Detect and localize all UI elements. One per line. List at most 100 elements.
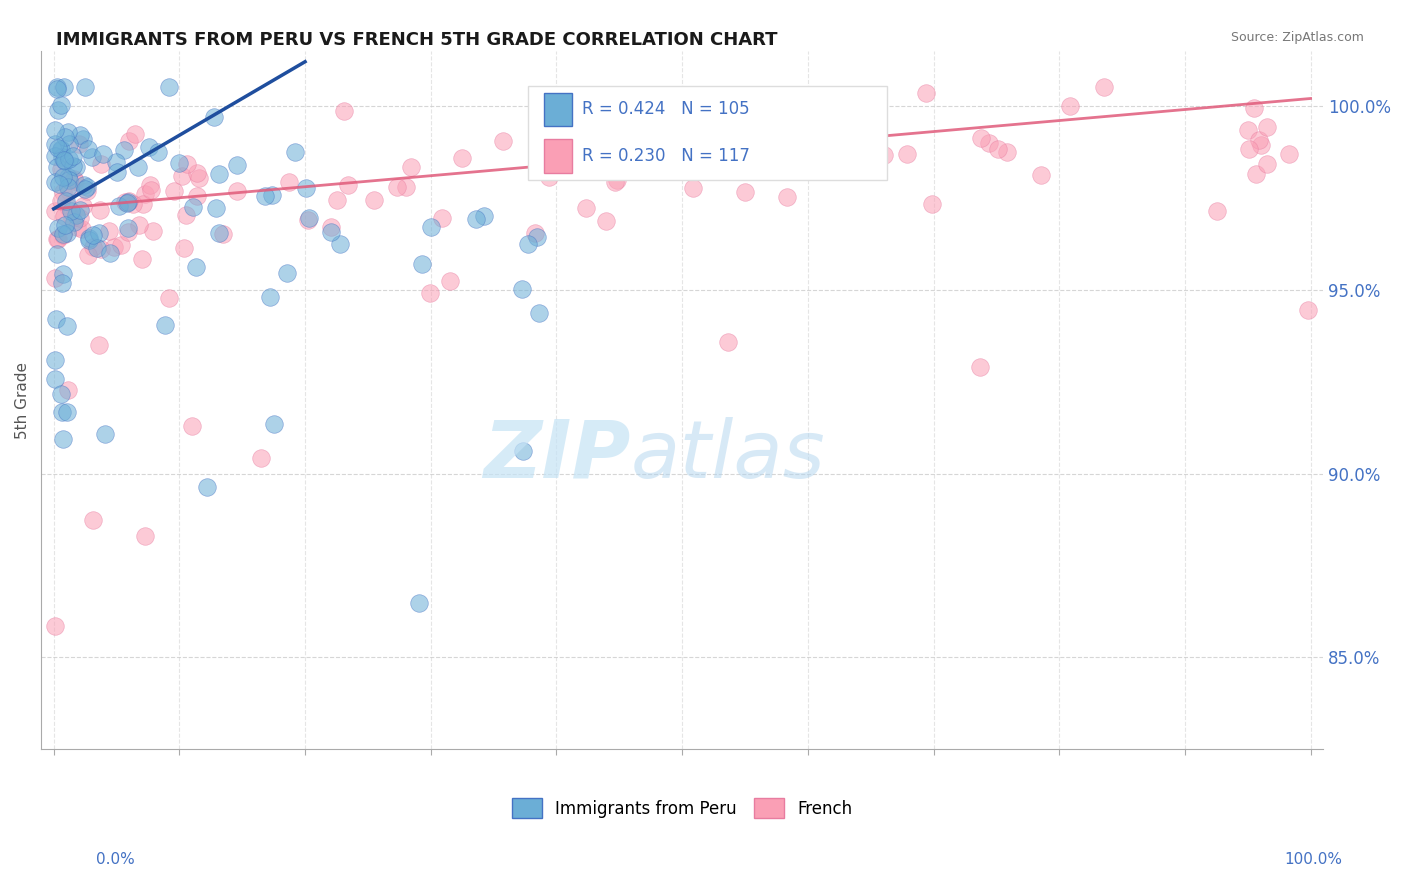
French — [740, 159, 762, 173]
Text: 100.0%: 100.0% — [1285, 852, 1343, 867]
Immigrants from Peru — [46, 160, 69, 174]
Immigrants from Peru — [181, 201, 204, 215]
Immigrants from Peru — [329, 236, 352, 251]
Immigrants from Peru — [77, 233, 100, 247]
Immigrants from Peru — [86, 241, 108, 255]
Immigrants from Peru — [82, 150, 104, 164]
French — [163, 185, 186, 199]
French — [1059, 99, 1081, 113]
Immigrants from Peru — [259, 289, 281, 303]
Immigrants from Peru — [44, 137, 66, 152]
Immigrants from Peru — [117, 221, 139, 235]
French — [226, 184, 249, 198]
Immigrants from Peru — [56, 124, 79, 138]
French — [44, 271, 66, 285]
French — [873, 148, 896, 162]
Immigrants from Peru — [44, 175, 66, 189]
Immigrants from Peru — [51, 276, 73, 290]
Immigrants from Peru — [44, 352, 66, 367]
Immigrants from Peru — [184, 260, 207, 275]
French — [121, 196, 143, 211]
French — [76, 248, 98, 262]
Immigrants from Peru — [69, 128, 91, 142]
Immigrants from Peru — [253, 188, 276, 202]
French — [321, 219, 343, 234]
French — [52, 209, 75, 223]
French — [56, 383, 79, 397]
Immigrants from Peru — [55, 405, 77, 419]
Immigrants from Peru — [46, 221, 69, 235]
Immigrants from Peru — [62, 215, 84, 229]
French — [141, 183, 163, 197]
French — [970, 131, 993, 145]
Immigrants from Peru — [112, 144, 135, 158]
French — [103, 240, 125, 254]
French — [124, 127, 146, 141]
French — [776, 190, 799, 204]
French — [118, 134, 141, 148]
Immigrants from Peru — [204, 201, 226, 215]
French — [131, 252, 153, 267]
Immigrants from Peru — [56, 318, 79, 333]
Immigrants from Peru — [44, 149, 66, 163]
French — [682, 180, 704, 194]
French — [538, 169, 561, 184]
Y-axis label: 5th Grade: 5th Grade — [15, 361, 30, 439]
Immigrants from Peru — [105, 155, 128, 169]
French — [70, 222, 93, 236]
French — [326, 193, 349, 207]
French — [128, 219, 150, 233]
French — [52, 227, 75, 242]
Immigrants from Peru — [105, 165, 128, 179]
Immigrants from Peru — [77, 142, 100, 156]
Immigrants from Peru — [202, 111, 225, 125]
Immigrants from Peru — [51, 150, 73, 164]
Immigrants from Peru — [284, 145, 307, 160]
French — [62, 171, 84, 186]
French — [979, 136, 1001, 150]
French — [58, 184, 80, 198]
Immigrants from Peru — [208, 167, 231, 181]
French — [211, 227, 233, 241]
Immigrants from Peru — [89, 227, 111, 241]
Immigrants from Peru — [408, 596, 430, 610]
French — [524, 226, 547, 240]
Bar — [544, 93, 572, 126]
French — [337, 178, 360, 193]
French — [134, 529, 156, 543]
French — [363, 193, 385, 207]
Immigrants from Peru — [225, 158, 247, 172]
Immigrants from Peru — [167, 155, 190, 169]
French — [995, 145, 1018, 159]
Immigrants from Peru — [62, 149, 84, 163]
Immigrants from Peru — [53, 130, 76, 145]
French — [76, 184, 98, 198]
Immigrants from Peru — [93, 427, 115, 442]
French — [118, 194, 141, 208]
French — [717, 334, 740, 349]
Immigrants from Peru — [44, 123, 66, 137]
Immigrants from Peru — [208, 227, 231, 241]
Immigrants from Peru — [45, 312, 67, 326]
Immigrants from Peru — [46, 246, 69, 260]
French — [46, 232, 69, 246]
French — [1250, 138, 1272, 153]
French — [110, 238, 132, 252]
Legend: Immigrants from Peru, French: Immigrants from Peru, French — [505, 791, 859, 825]
French — [744, 138, 766, 153]
Immigrants from Peru — [298, 211, 321, 226]
French — [89, 202, 111, 217]
French — [52, 185, 75, 199]
French — [63, 174, 86, 188]
Immigrants from Peru — [44, 372, 66, 386]
Immigrants from Peru — [46, 103, 69, 117]
French — [176, 157, 198, 171]
Immigrants from Peru — [51, 144, 73, 158]
Immigrants from Peru — [319, 225, 342, 239]
French — [44, 203, 66, 218]
Immigrants from Peru — [49, 143, 72, 157]
French — [186, 188, 208, 202]
Immigrants from Peru — [51, 227, 73, 241]
Immigrants from Peru — [65, 208, 87, 222]
Immigrants from Peru — [75, 80, 97, 95]
